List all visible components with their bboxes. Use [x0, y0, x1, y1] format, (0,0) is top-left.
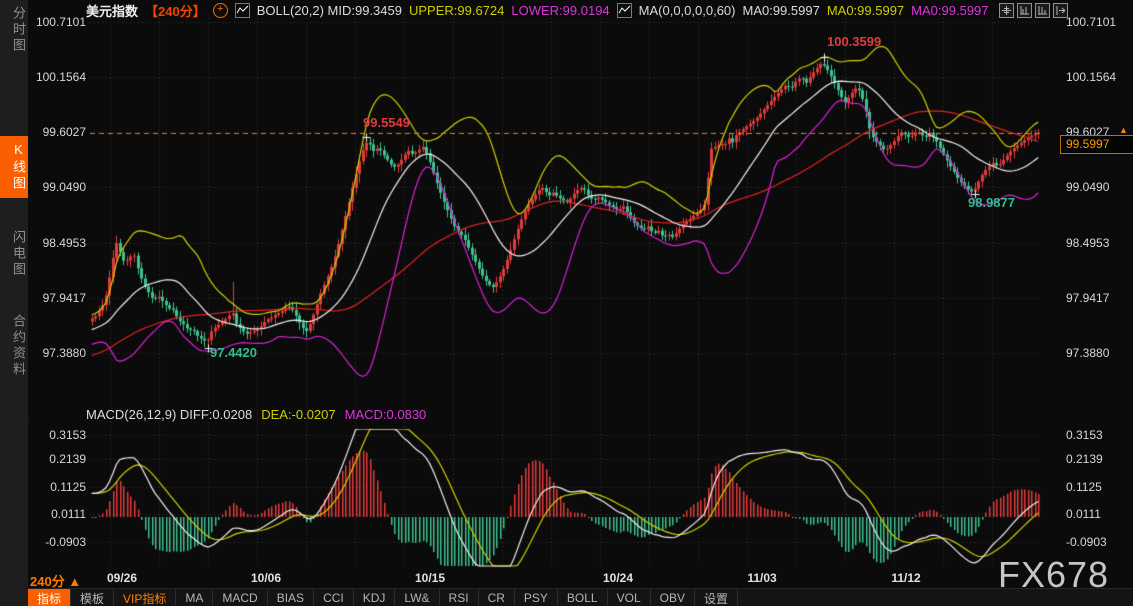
ma0-value-3: MA0:99.5997	[911, 2, 989, 18]
price-axis-label-right: 97.3880	[1066, 346, 1110, 360]
boll-upper-value: UPPER:99.6724	[408, 2, 505, 18]
chart-controls	[999, 3, 1068, 18]
chart-header: 美元指数 【240分】 + BOLL(20,2) MID:99.3459 UPP…	[86, 2, 989, 19]
toolbar-item[interactable]: MA	[176, 589, 214, 606]
toolbar-item[interactable]: KDJ	[354, 589, 396, 606]
boll-values: BOLL(20,2) MID:99.3459	[256, 2, 402, 18]
sidebar-item-tab[interactable]: 分时图	[11, 6, 26, 54]
macd-axis-label-left: -0.0903	[45, 535, 86, 549]
add-indicator-icon[interactable]: +	[212, 2, 228, 18]
price-axis-label-left: 99.6027	[42, 125, 86, 139]
date-axis-label: 10/15	[414, 571, 446, 585]
macd-axis-label-left: 0.0111	[51, 507, 86, 521]
toolbar-item[interactable]: CR	[479, 589, 515, 606]
sidebar: 分时图 K线图闪电图合约资料	[0, 0, 28, 606]
macd-header: MACD(26,12,9) DIFF:0.0208 DEA:-0.0207 MA…	[86, 407, 426, 422]
macd-axis-label-right: -0.0903	[1066, 535, 1107, 549]
ma-indicator-icon[interactable]	[616, 2, 632, 18]
indicator-toolbar: 指标 模板 VIP指标 MA MACD BIAS CCI KDJ LW& RSI CR PSY BOLL…	[28, 588, 1133, 606]
macd-value: MACD:0.0830	[344, 407, 427, 422]
macd-axis-label-right: 0.2139	[1066, 452, 1103, 466]
scale-left-icon[interactable]	[1017, 3, 1032, 18]
price-annotation: 97.4420	[210, 345, 257, 360]
period-label: 【240分】	[145, 3, 206, 19]
macd-axis-label-left: 0.1125	[50, 480, 86, 494]
date-axis-label: 10/24	[602, 571, 634, 585]
price-annotation: 98.9877	[968, 195, 1015, 210]
toolbar-item[interactable]: OBV	[651, 589, 695, 606]
toolbar-item[interactable]: BIAS	[268, 589, 315, 606]
macd-dea-value: DEA:-0.0207	[261, 407, 336, 422]
date-axis-label: 09/26	[106, 571, 138, 585]
toolbar-item[interactable]: LW&	[395, 589, 440, 606]
price-axis-label-right: 100.1564	[1066, 70, 1117, 84]
date-axis-label: 11/03	[747, 571, 777, 585]
toolbar-item[interactable]: 指标	[28, 589, 72, 606]
price-axis-label-right: 99.0490	[1066, 180, 1110, 194]
current-price-tag: 99.5997	[1060, 135, 1133, 154]
macd-axis-label-right: 0.0111	[1066, 507, 1101, 521]
ma0-value-2: MA0:99.5997	[826, 2, 905, 18]
toolbar-item[interactable]: 模板	[71, 589, 115, 606]
macd-params: MACD(26,12,9) DIFF:0.0208	[86, 407, 253, 422]
price-annotation: 99.5549	[363, 115, 410, 130]
boll-indicator-icon[interactable]	[234, 2, 250, 18]
price-axis-label-left: 100.7101	[35, 15, 86, 29]
symbol-title: 美元指数	[86, 3, 139, 19]
toolbar-item[interactable]: VIP指标	[114, 589, 177, 606]
price-axis-label-left: 99.0490	[42, 180, 86, 194]
macd-axis-label-right: 0.3153	[1066, 428, 1103, 442]
toolbar-item[interactable]: VOL	[608, 589, 651, 606]
sidebar-item-tab[interactable]: 闪电图	[11, 230, 26, 278]
price-axis-label-left: 98.4953	[42, 236, 86, 250]
toolbar-item[interactable]: PSY	[515, 589, 558, 606]
price-annotation: 100.3599	[827, 34, 882, 49]
toolbar-item[interactable]: RSI	[440, 589, 479, 606]
toolbar-item[interactable]: CCI	[314, 589, 354, 606]
sidebar-item-tab[interactable]: 合约资料	[11, 314, 26, 378]
crosshair-icon[interactable]	[999, 3, 1014, 18]
toolbar-item[interactable]: BOLL	[558, 589, 608, 606]
date-axis-label: 10/06	[250, 571, 282, 585]
macd-axis-label-right: 0.1125	[1066, 480, 1102, 494]
price-axis-label-right: 97.9417	[1066, 291, 1110, 305]
price-axis-label-left: 100.1564	[35, 70, 86, 84]
toolbar-item[interactable]: MACD	[213, 589, 268, 606]
price-axis-label-right: 100.7101	[1066, 15, 1117, 29]
scale-right-icon[interactable]	[1035, 3, 1050, 18]
macd-axis-label-left: 0.2139	[49, 452, 86, 466]
price-axis-label-left: 97.3880	[42, 346, 86, 360]
pan-icon[interactable]	[1053, 3, 1068, 18]
price-alert-arrow-icon: ▲	[1119, 125, 1128, 135]
price-axis-label-right: 98.4953	[1066, 236, 1110, 250]
sidebar-item-active[interactable]: K线图	[0, 136, 28, 198]
period-badge[interactable]: 240分 ▲	[30, 574, 82, 589]
toolbar-item[interactable]: 设置	[695, 589, 738, 606]
ma-params: MA(0,0,0,0,0,60)	[638, 2, 736, 18]
ma0-value-1: MA0:99.5997	[742, 2, 820, 18]
date-axis-label: 11/12	[891, 571, 921, 585]
macd-axis-label-left: 0.3153	[49, 428, 86, 442]
boll-lower-value: LOWER:99.0194	[511, 2, 610, 18]
price-axis-label-left: 97.9417	[42, 291, 86, 305]
